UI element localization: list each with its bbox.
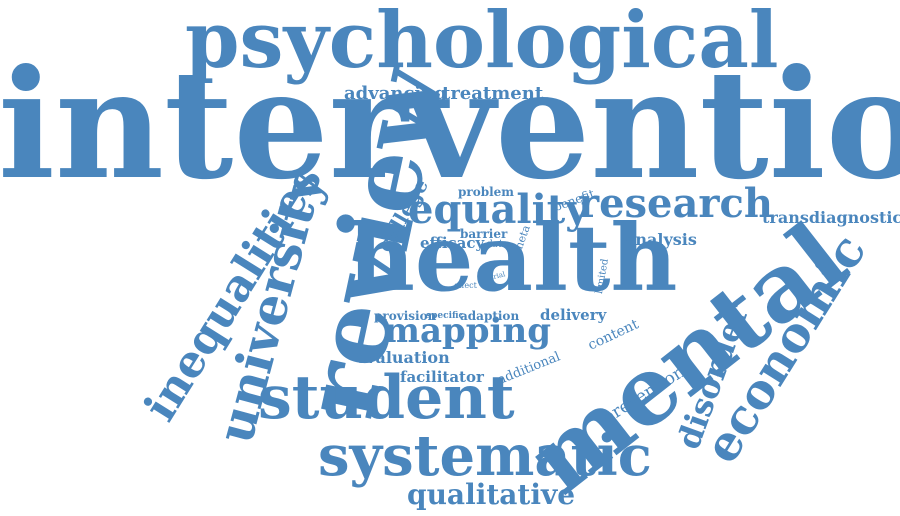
word-qualitative: qualitative xyxy=(407,478,576,511)
word-transdiagnostic: transdiagnostic xyxy=(762,208,900,227)
word-specific: specific xyxy=(426,311,465,321)
word-barrier: barrier xyxy=(460,227,508,241)
word-mapping: mapping xyxy=(384,311,551,351)
word-data: data xyxy=(486,239,509,250)
word-problem: problem xyxy=(458,185,514,199)
word-advancing: advancing xyxy=(344,83,447,104)
word-effect: effect xyxy=(454,281,477,290)
word-systematic: systematic xyxy=(318,423,652,489)
word-provision: provision xyxy=(374,309,437,323)
word-facilitator: facilitator xyxy=(400,368,484,386)
word-delivery: delivery xyxy=(540,306,607,324)
word-analysis: analysis xyxy=(625,230,697,249)
word-treatment: treatment xyxy=(442,83,544,104)
word-psychological: psychological xyxy=(185,0,779,86)
word-research: research xyxy=(578,180,773,227)
word-health: health xyxy=(348,204,678,312)
word-adaption: adaption xyxy=(460,309,520,323)
word-student: student xyxy=(258,363,515,433)
word-efficacy: efficacy xyxy=(420,234,485,252)
word-intervention: intervention xyxy=(0,37,900,213)
word-evaluation: evaluation xyxy=(356,348,450,367)
word-equality: equality xyxy=(408,186,589,233)
